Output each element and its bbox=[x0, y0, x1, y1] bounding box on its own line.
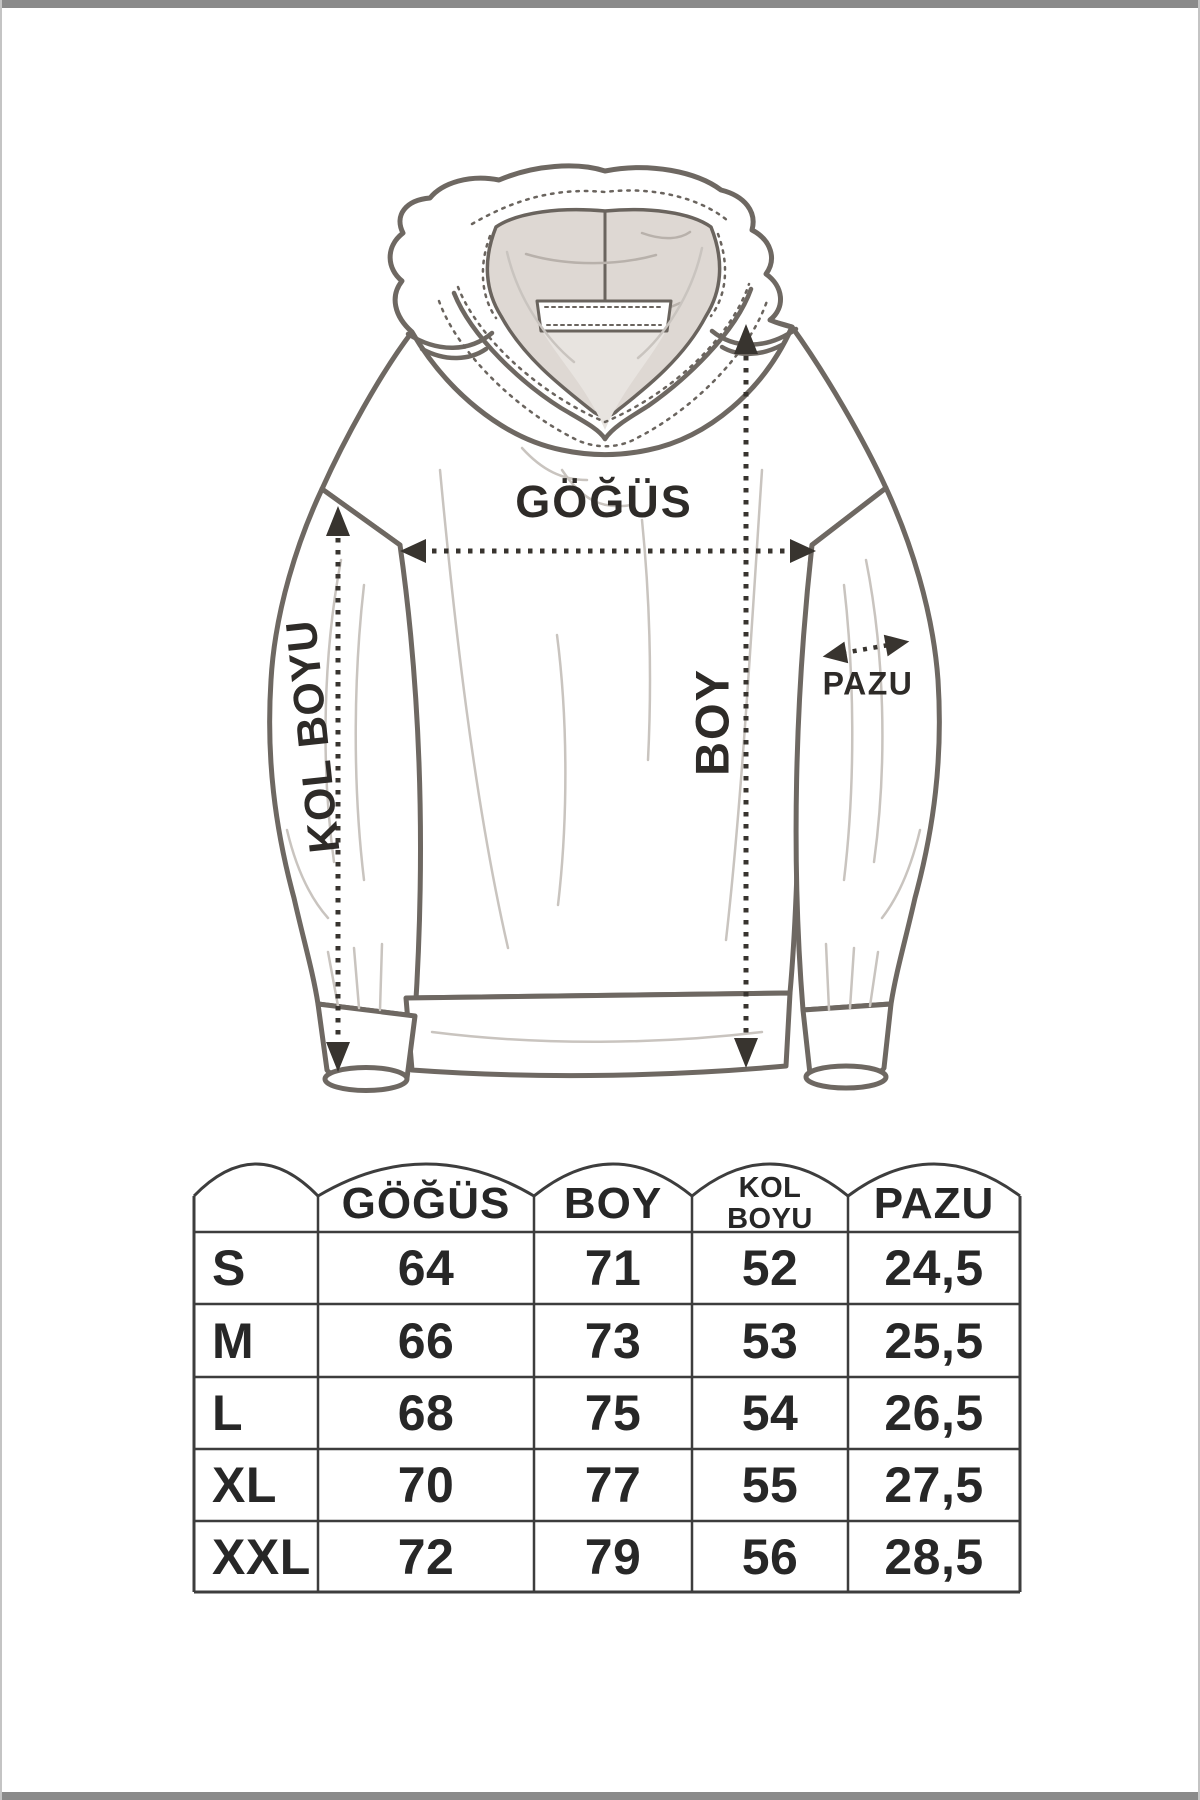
value-cell: 70 bbox=[397, 1457, 455, 1513]
header-cell-chest: GÖĞÜS bbox=[341, 1179, 511, 1228]
value-cell: 26,5 bbox=[884, 1385, 984, 1441]
neck-band-stitching bbox=[544, 306, 664, 326]
value-cell: 27,5 bbox=[884, 1457, 984, 1513]
left-sleeve bbox=[267, 486, 423, 1019]
hood-seam-dashes bbox=[437, 189, 770, 448]
size-cell: M bbox=[212, 1312, 255, 1369]
header-cell-length: BOY bbox=[563, 1179, 663, 1228]
bicep-label: PAZU bbox=[823, 665, 914, 701]
header-cell-empty bbox=[194, 1166, 318, 1242]
length-label: BOY bbox=[685, 668, 738, 776]
value-cell: 77 bbox=[584, 1457, 642, 1513]
size-cell: XL bbox=[212, 1457, 277, 1513]
value-cell: 72 bbox=[397, 1528, 455, 1585]
fabric-creases bbox=[285, 246, 922, 1044]
value-cell: 24,5 bbox=[884, 1240, 984, 1296]
size-cell: L bbox=[212, 1385, 244, 1441]
header-cell-bicep: PAZU bbox=[873, 1179, 995, 1228]
frame-top-border bbox=[2, 0, 1198, 8]
bicep-arrow bbox=[822, 634, 910, 664]
hem-band bbox=[403, 990, 793, 1079]
value-cell: 28,5 bbox=[884, 1528, 984, 1585]
value-cell: 68 bbox=[397, 1385, 455, 1441]
size-table-grid bbox=[192, 1162, 1022, 1594]
value-cell: 64 bbox=[397, 1240, 455, 1296]
size-cell: S bbox=[212, 1240, 246, 1296]
hoodie-technical-drawing: GÖĞÜS BOY KOL BOYU PAZU bbox=[267, 163, 942, 1093]
value-cell: 52 bbox=[741, 1240, 799, 1296]
value-cell: 54 bbox=[741, 1385, 799, 1441]
value-cell: 25,5 bbox=[884, 1312, 984, 1369]
length-arrow bbox=[734, 324, 758, 1068]
value-cell: 53 bbox=[741, 1312, 799, 1369]
value-cell: 79 bbox=[584, 1528, 642, 1585]
size-cell: XXL bbox=[212, 1528, 311, 1585]
right-cuff-opening bbox=[803, 1063, 889, 1091]
value-cell: 73 bbox=[584, 1312, 642, 1369]
value-cell: 66 bbox=[397, 1312, 455, 1369]
neck-opening bbox=[542, 331, 666, 430]
value-cell: 71 bbox=[584, 1240, 642, 1296]
sleeve-length-arrow bbox=[326, 506, 350, 1072]
frame-bottom-border bbox=[2, 1792, 1198, 1800]
chest-label: GÖĞÜS bbox=[515, 476, 693, 527]
left-cuff-opening bbox=[322, 1065, 410, 1093]
value-cell: 55 bbox=[741, 1457, 799, 1513]
neck-band bbox=[535, 299, 673, 333]
value-cell: 75 bbox=[584, 1385, 642, 1441]
header-cell-sleeve: KOL BOYU bbox=[727, 1171, 813, 1235]
value-cell: 56 bbox=[741, 1528, 799, 1585]
chest-arrow bbox=[400, 539, 816, 563]
